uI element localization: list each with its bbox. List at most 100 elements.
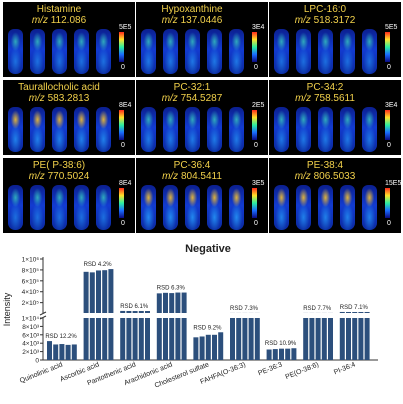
rsd-label: RSD 9.2% [193,325,222,331]
bar-upper [138,310,144,313]
tissue-section [141,29,156,74]
bar [132,318,138,360]
mz-prefix: m/z [294,171,311,182]
msi-panel: LPC-16:0 m/z 518.3172 5E5 0 [269,2,401,77]
rsd-label: RSD 6.1% [120,304,149,310]
bar [218,332,224,360]
colorbar-min-label: 0 [254,64,258,71]
bar [145,318,150,360]
tissue-section [163,107,178,152]
panel-title: PC-34:2 [306,82,344,93]
mz-value: 754.5287 [177,93,223,104]
colorbar [119,32,124,62]
bar-upper [102,270,108,313]
bar [358,318,364,360]
tissue-section [274,107,289,152]
colorbar [252,110,257,140]
bar [285,348,291,360]
bar [102,318,108,360]
y-tick-label: 6×10³ [22,332,40,339]
tissue-section [207,107,222,152]
bar-upper [352,312,358,313]
bar-upper [181,292,187,313]
y-tick-label: 1×10⁴ [22,316,40,323]
tissue-section [96,107,111,152]
x-tick-label: PE-36:3 [257,361,283,377]
panel-title: Taurallocholic acid [18,82,100,93]
bar-upper [163,292,168,313]
colorbar [252,188,257,218]
bar-upper [346,311,351,313]
bar [309,318,315,360]
bar-upper [120,310,126,313]
tissue-section [340,29,355,74]
bar [156,318,162,360]
bar [126,318,132,360]
bar-upper [132,311,138,313]
rsd-label: RSD 6.3% [157,286,186,292]
bar [254,318,260,360]
bar [272,349,278,360]
rsd-label: RSD 7.3% [230,306,259,312]
axis-break-mark [39,311,47,316]
colorbar [385,188,390,218]
rsd-label: RSD 7.7% [303,306,332,312]
tissue-section [296,107,311,152]
y-tick-label: 4×10³ [22,341,40,348]
y-tick-label: 6×10⁵ [22,278,40,285]
bar [352,318,358,360]
y-tick-label: 2×10⁵ [22,300,40,307]
colorbar-max-label: 3E4 [385,102,398,109]
tissue-section-row [6,29,116,75]
tissue-section [340,185,355,230]
mz-prefix: m/z [161,15,178,26]
tissue-section [52,107,67,152]
y-tick-label: 4×10⁵ [22,289,40,296]
tissue-section [74,29,89,74]
mz-prefix: m/z [162,171,179,182]
mz-value: 583.2813 [44,93,90,104]
tissue-section [318,29,333,74]
tissue-section [163,29,178,74]
bar-upper [169,293,175,313]
tissue-section-row [6,185,116,231]
panel-mz: m/z 583.2813 [3,93,115,104]
bar [169,318,175,360]
bar-upper [89,272,95,313]
bar [303,318,309,360]
tissue-section [362,185,377,230]
bar [236,318,242,360]
colorbar [119,110,124,140]
tissue-section [318,185,333,230]
mz-prefix: m/z [28,93,45,104]
tissue-section [362,107,377,152]
bar [96,318,101,360]
bar [193,337,199,360]
bar-upper [96,270,101,313]
bar-upper [175,292,181,313]
bar [65,344,71,360]
chart-title: Negative [185,243,231,255]
x-tick-label: PE(O-38:6) [284,361,319,381]
mz-prefix: m/z [28,171,45,182]
tissue-section-row [6,107,116,153]
bar-upper [358,311,364,313]
msi-panel: PE-38:4 m/z 806.5033 15E5 0 [269,158,401,233]
bar [199,336,205,360]
bar [47,341,52,360]
bar-upper [145,311,150,313]
tissue-section [8,107,23,152]
y-axis-label: Intensity [2,292,12,326]
mz-value: 137.0446 [177,15,223,26]
bar [339,318,345,360]
bar [120,318,126,360]
bar [181,318,187,360]
tissue-section [274,185,289,230]
colorbar-max-label: 3E5 [252,180,265,187]
tissue-section [52,29,67,74]
tissue-section [207,29,222,74]
panel-title: PE( P-38:6) [32,160,86,171]
bar [230,318,235,360]
bar [346,318,351,360]
tissue-section [8,29,23,74]
